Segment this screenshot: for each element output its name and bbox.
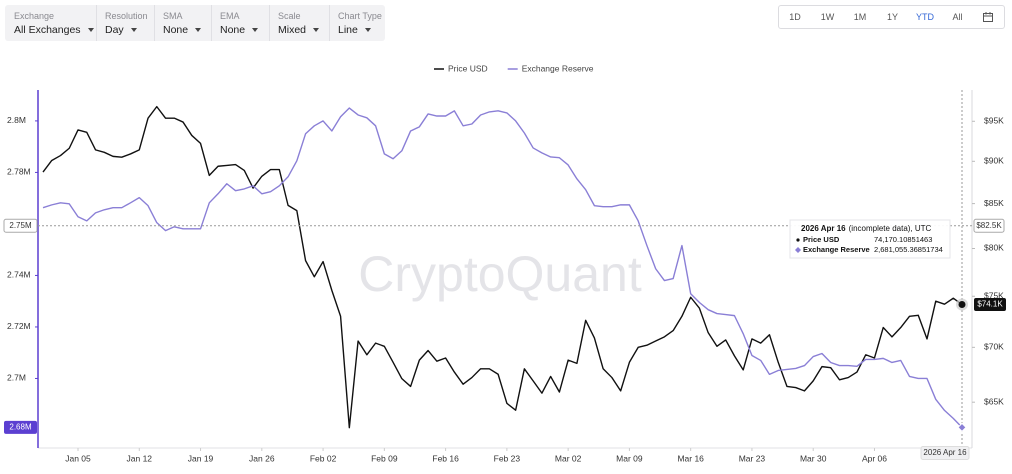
dropdown-value: All Exchanges xyxy=(14,24,81,36)
y-tick-label: 2.7M xyxy=(7,373,26,383)
y2-tick-label: $80K xyxy=(984,243,1004,253)
x-tick-label: Mar 23 xyxy=(739,453,766,463)
tooltip-box xyxy=(789,219,951,259)
calendar-icon[interactable] xyxy=(982,11,994,23)
dropdown-arrow xyxy=(313,28,320,32)
last-value-label-box xyxy=(974,298,1006,312)
watermark: CryptoQuant xyxy=(358,246,642,302)
y2-tick-label: $90K xyxy=(984,156,1004,166)
dropdown-arrow xyxy=(195,28,202,32)
tooltip-bullet xyxy=(795,247,801,253)
series-line xyxy=(42,105,963,429)
range-button[interactable]: 1W xyxy=(820,12,835,22)
y-tick-label: 2.78M xyxy=(7,167,31,177)
tooltip-value: 74,170.10851463 xyxy=(874,235,932,244)
range-button[interactable]: All xyxy=(952,12,963,22)
tooltip-title: 2026 Apr 16 (incomplete data), UTC xyxy=(801,224,932,233)
x-tick-label: Mar 09 xyxy=(616,453,643,463)
range-button[interactable]: 1M xyxy=(853,12,867,22)
crosshair-y-label: 2.75M xyxy=(9,221,32,230)
tooltip-date: 2026 Apr 16 xyxy=(801,224,846,233)
crosshair-x-label: 2026 Apr 16 xyxy=(923,448,967,457)
crosshair-y2-label-box xyxy=(973,218,1005,233)
y-tick-label: 2.8M xyxy=(7,115,26,125)
end-marker xyxy=(958,301,966,309)
y2-tick-label: $75K xyxy=(984,291,1004,301)
dropdown-arrow xyxy=(252,28,259,32)
crosshair-x-label-box xyxy=(920,446,970,460)
range-selector: 1D 1W 1M 1Y YTD All xyxy=(778,5,1005,29)
last-value-label: 2.68M xyxy=(9,423,32,432)
dropdown-value: Day xyxy=(105,24,124,36)
x-tick-label: Feb 23 xyxy=(494,453,521,463)
dropdown[interactable]: Scale Mixed xyxy=(269,5,330,41)
legend-label: Price USD xyxy=(448,63,488,73)
range-button[interactable]: YTD xyxy=(916,12,934,22)
dropdown[interactable]: Resolution Day xyxy=(96,5,155,41)
dropdown-value: Line xyxy=(338,24,358,36)
dropdown-label: EMA xyxy=(220,11,240,21)
dropdown[interactable]: SMA None xyxy=(154,5,212,41)
tooltip-value: 2,681,055.36851734 xyxy=(874,245,943,254)
crosshair-y2-label: $82.5K xyxy=(976,221,1002,230)
x-tick-label: Jan 26 xyxy=(249,453,275,463)
dropdown-label: Chart Type xyxy=(338,11,382,21)
dropdown-label: Resolution xyxy=(105,11,148,21)
tooltip: 2026 Apr 16 (incomplete data), UTC Price U… xyxy=(789,219,951,259)
x-tick-label: Feb 09 xyxy=(371,453,398,463)
x-tick-label: Mar 16 xyxy=(677,453,704,463)
tooltip-series-name: Exchange Reserve xyxy=(803,245,870,254)
dropdown-arrow xyxy=(87,28,94,32)
legend: Price USD Exchange Reserve xyxy=(434,63,594,73)
y2-tick-label: $95K xyxy=(984,116,1004,126)
dropdown[interactable]: Exchange All Exchanges xyxy=(5,5,97,41)
dropdown-value: Mixed xyxy=(278,24,307,36)
dropdown-label: Exchange xyxy=(14,11,55,21)
series-line xyxy=(42,107,963,428)
toolbar: Exchange All Exchanges Resolution Day SMA Non… xyxy=(5,5,385,41)
x-tick-label: Mar 30 xyxy=(800,453,827,463)
x-tick-label: Jan 12 xyxy=(127,453,153,463)
y-tick-label: 2.74M xyxy=(7,270,31,280)
x-tick-label: Apr 06 xyxy=(862,453,887,463)
y-tick-label: 2.72M xyxy=(7,321,31,331)
dropdown-arrow xyxy=(130,28,137,32)
last-value-label-box xyxy=(4,420,37,434)
dropdown-value: None xyxy=(220,24,246,36)
dropdown-arrow xyxy=(364,28,371,32)
range-button[interactable]: 1Y xyxy=(886,12,898,22)
x-tick-label: Jan 19 xyxy=(188,453,214,463)
dropdown[interactable]: Chart Type Line xyxy=(329,5,385,41)
range-button[interactable]: 1D xyxy=(789,12,801,22)
crosshair-y-label-box xyxy=(3,218,38,233)
dropdown[interactable]: EMA None xyxy=(211,5,270,41)
x-tick-label: Feb 16 xyxy=(432,453,459,463)
y2-tick-label: $65K xyxy=(984,396,1004,406)
x-tick-label: Jan 05 xyxy=(65,453,91,463)
tooltip-series-name: Price USD xyxy=(803,235,840,244)
legend-label: Exchange Reserve xyxy=(522,63,594,73)
y2-tick-label: $85K xyxy=(984,198,1004,208)
tooltip-title-rest: (incomplete data), UTC xyxy=(849,224,932,233)
x-tick-label: Feb 02 xyxy=(310,453,337,463)
x-tick-label: Mar 02 xyxy=(555,453,582,463)
dropdown-label: Scale xyxy=(278,11,301,21)
last-value-label: $74.1K xyxy=(977,300,1003,309)
dropdown-value: None xyxy=(163,24,189,36)
end-marker xyxy=(957,422,967,433)
dropdown-label: SMA xyxy=(163,11,183,21)
tooltip-bullet xyxy=(796,238,800,242)
y2-tick-label: $70K xyxy=(984,342,1004,352)
